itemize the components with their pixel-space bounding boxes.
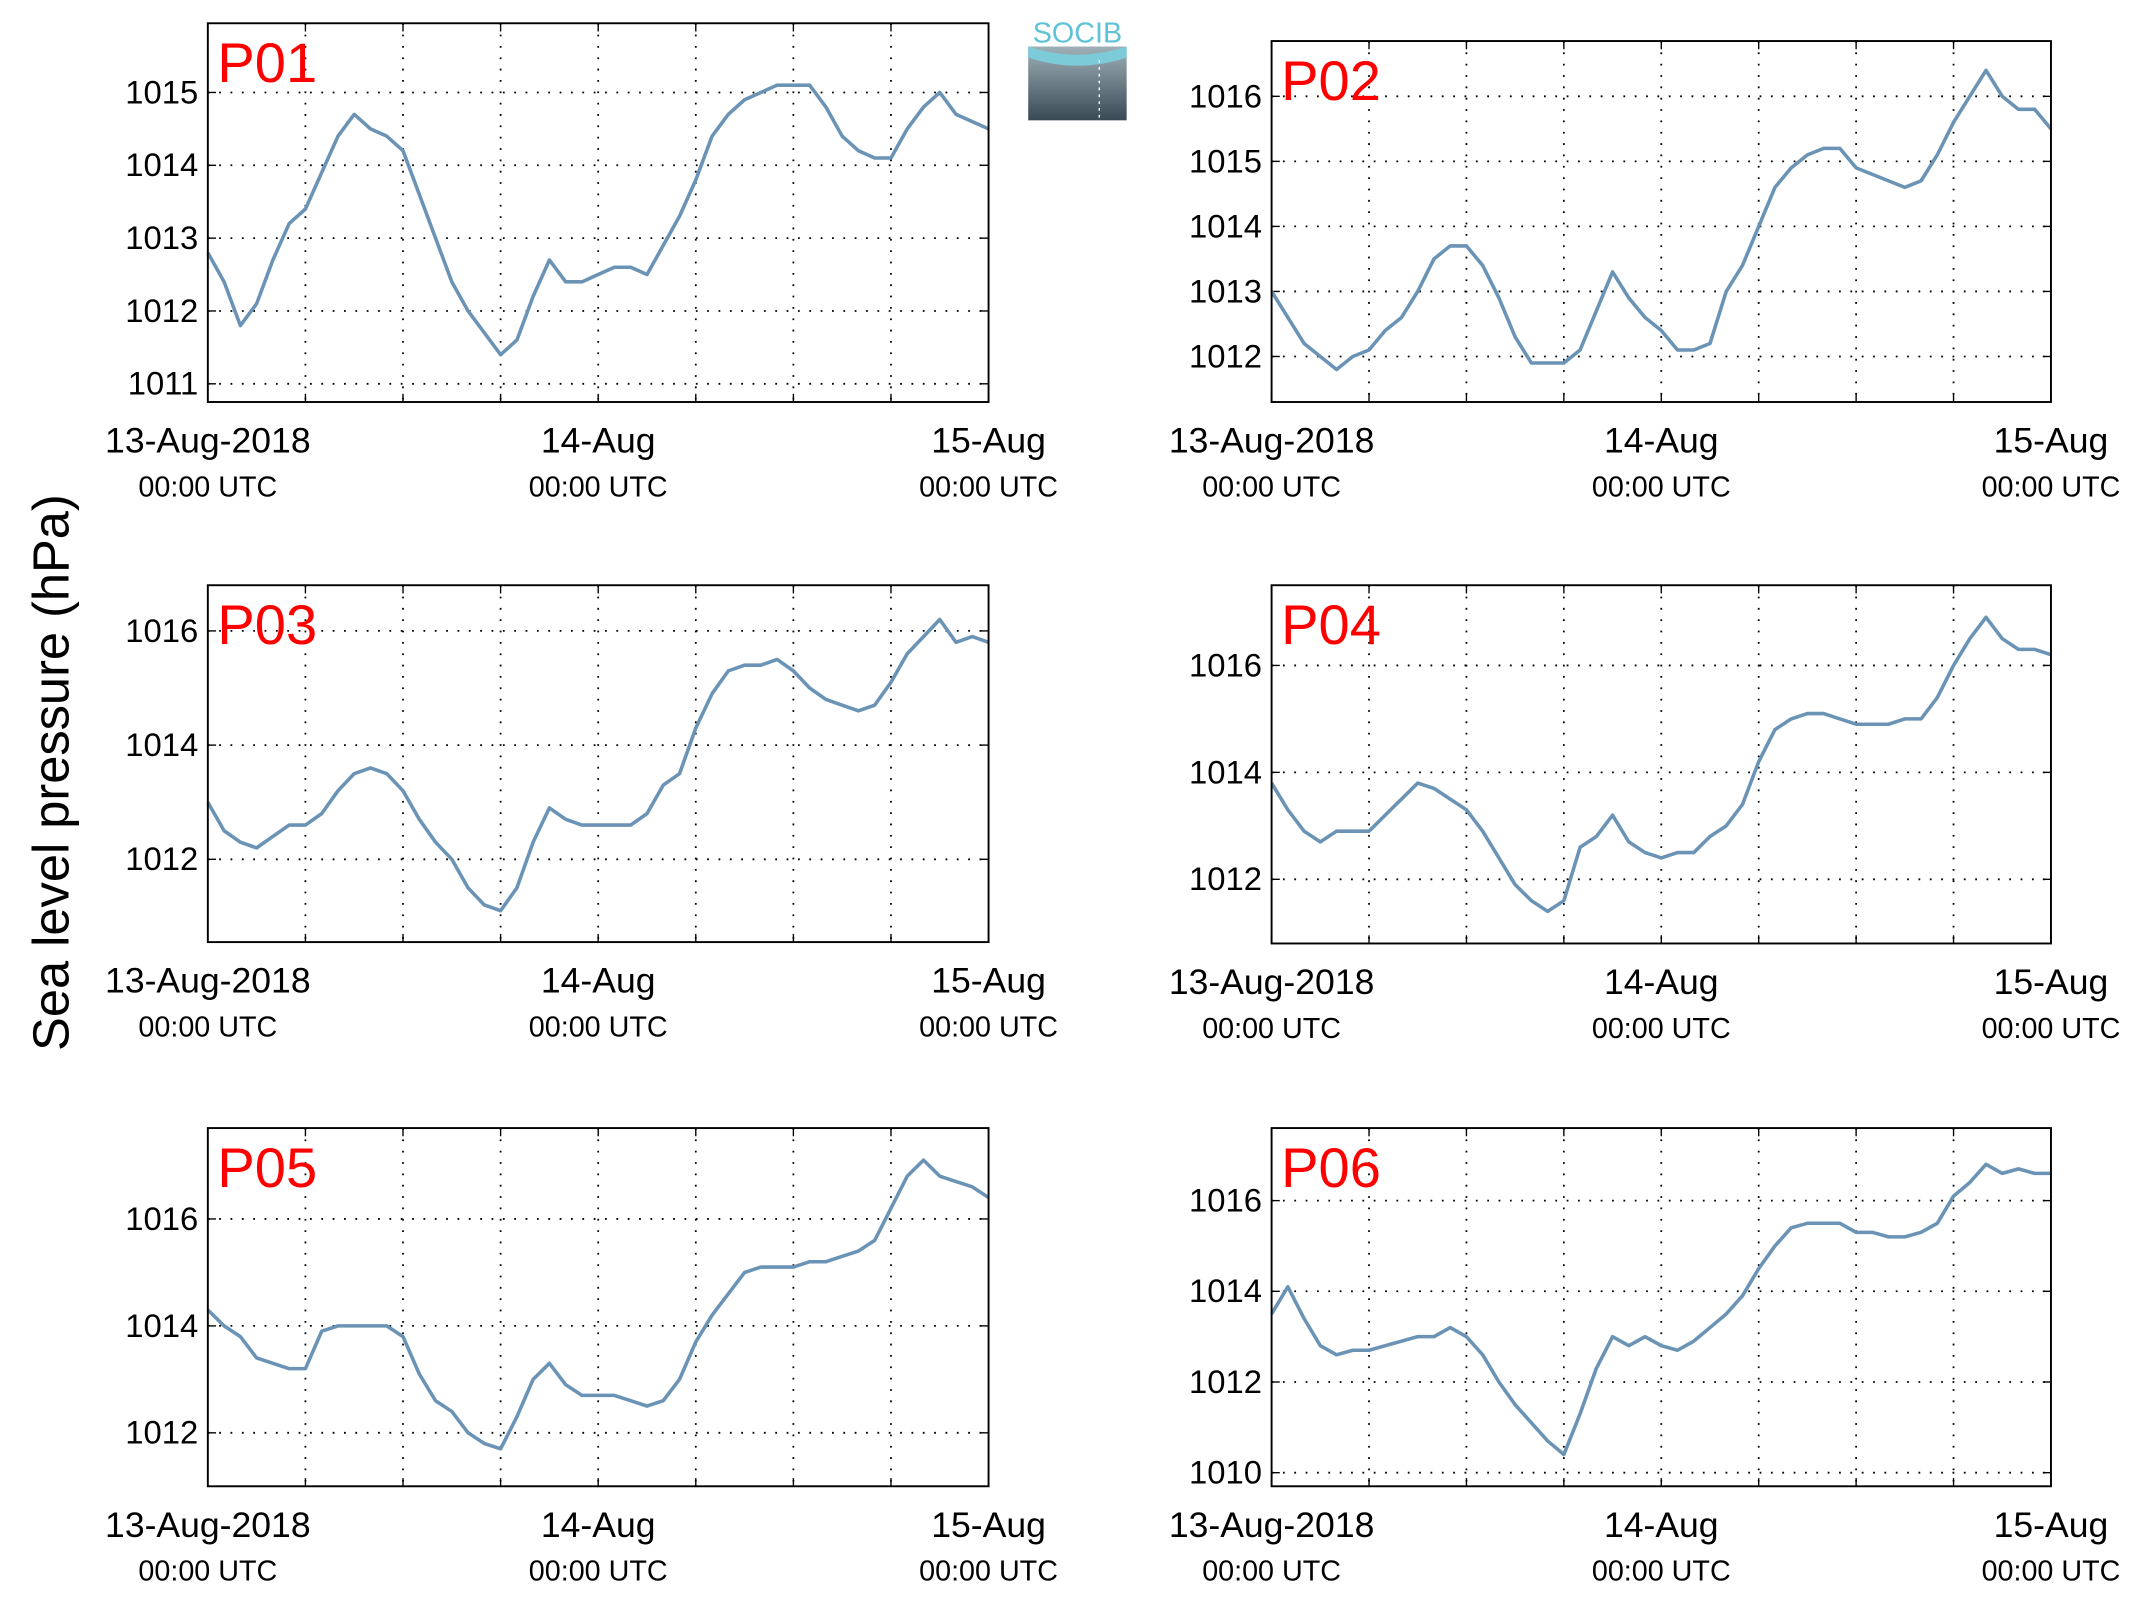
- panel-title: P02: [1281, 49, 1381, 112]
- y-tick-label: 1014: [1189, 1272, 1262, 1309]
- panel: 1010 1012 1014 1016 13-Aug-2018 00:00 UTC 14-A…: [1169, 1127, 2121, 1588]
- y-tick-label: 1012: [1189, 1363, 1262, 1400]
- x-tick-label: 13-Aug-2018: [105, 1505, 311, 1545]
- y-tick-label: 1014: [1189, 753, 1262, 790]
- y-tick-label: 1016: [1189, 646, 1262, 683]
- x-tick-sublabel: 00:00 UTC: [138, 1011, 277, 1043]
- x-tick-sublabel: 00:00 UTC: [1982, 1556, 2121, 1588]
- y-tick-label: 1015: [125, 73, 198, 110]
- x-tick-sublabel: 00:00 UTC: [138, 471, 277, 503]
- y-tick-label: 1016: [1189, 77, 1262, 114]
- y-tick-label: 1014: [125, 726, 198, 763]
- x-tick-label: 15-Aug: [931, 421, 1046, 461]
- x-tick-label: 14-Aug: [1604, 962, 1719, 1002]
- y-tick-label: 1012: [125, 1414, 198, 1451]
- y-tick-label: 1010: [1189, 1454, 1262, 1491]
- pressure-line: [206, 617, 990, 913]
- x-tick-sublabel: 00:00 UTC: [1202, 1013, 1341, 1045]
- panel: 1012 1014 1016 13-Aug-2018 00:00 UTC 14-Aug 00…: [1169, 584, 2121, 1045]
- y-tick-label: 1011: [128, 365, 199, 402]
- x-tick-label: 15-Aug: [1994, 421, 2109, 461]
- y-tick-label: 1016: [125, 612, 198, 649]
- logo: SOCIB: [1028, 17, 1127, 121]
- x-tick-label: 14-Aug: [541, 961, 656, 1001]
- x-tick-label: 13-Aug-2018: [1169, 1505, 1375, 1545]
- x-tick-sublabel: 00:00 UTC: [1592, 1556, 1731, 1588]
- x-tick-label: 14-Aug: [541, 1505, 656, 1545]
- y-tick-label: 1014: [1189, 207, 1262, 244]
- logo-text: SOCIB: [1033, 17, 1122, 49]
- panel: 1011 1012 1013 1014 1015 13-Aug-2018 00:00 UTC…: [105, 22, 1058, 503]
- x-tick-sublabel: 00:00 UTC: [529, 471, 668, 503]
- y-tick-label: 1012: [125, 840, 198, 877]
- plot-frame: [1270, 1127, 2052, 1488]
- pressure-line: [1270, 68, 2053, 372]
- pressure-line: [206, 1158, 990, 1451]
- x-tick-label: 15-Aug: [931, 961, 1046, 1001]
- plot-frame: [1270, 40, 2052, 403]
- y-tick-label: 1013: [125, 219, 198, 256]
- x-tick-sublabel: 00:00 UTC: [919, 1011, 1058, 1043]
- x-tick-label: 15-Aug: [1994, 1505, 2109, 1545]
- x-tick-label: 14-Aug: [1604, 1505, 1719, 1545]
- pressure-line: [1270, 1162, 2051, 1457]
- x-tick-sublabel: 00:00 UTC: [1982, 1013, 2121, 1045]
- x-tick-label: 15-Aug: [931, 1505, 1046, 1545]
- x-tick-sublabel: 00:00 UTC: [1982, 471, 2121, 503]
- panel: 1012 1013 1014 1015 1016 13-Aug-2018 00:00 UTC…: [1169, 40, 2121, 503]
- y-tick-label: 1014: [125, 1307, 198, 1344]
- x-tick-sublabel: 00:00 UTC: [529, 1556, 668, 1588]
- x-tick-sublabel: 00:00 UTC: [1202, 471, 1341, 503]
- panel: 1012 1014 1016 13-Aug-2018 00:00 UTC 14-Aug 00…: [105, 1127, 1058, 1588]
- x-tick-label: 13-Aug-2018: [1169, 421, 1375, 461]
- y-tick-label: 1012: [1189, 860, 1262, 897]
- x-tick-label: 13-Aug-2018: [105, 421, 311, 461]
- panel-title: P05: [217, 1136, 317, 1199]
- y-tick-label: 1015: [1189, 142, 1262, 179]
- x-tick-sublabel: 00:00 UTC: [1592, 1013, 1731, 1045]
- pressure-line: [1270, 615, 2052, 914]
- x-tick-sublabel: 00:00 UTC: [919, 471, 1058, 503]
- x-tick-label: 13-Aug-2018: [105, 961, 311, 1001]
- x-tick-sublabel: 00:00 UTC: [529, 1011, 668, 1043]
- plot-frame: [1270, 584, 2052, 945]
- x-tick-label: 14-Aug: [1604, 421, 1719, 461]
- panel-title: P01: [217, 31, 317, 94]
- y-tick-label: 1012: [1189, 337, 1262, 374]
- panel-title: P06: [1281, 1136, 1381, 1199]
- y-tick-label: 1012: [125, 292, 198, 329]
- pressure-line: [206, 83, 990, 357]
- y-tick-label: 1016: [1189, 1182, 1262, 1219]
- y-tick-label: 1013: [1189, 272, 1262, 309]
- x-tick-sublabel: 00:00 UTC: [138, 1556, 277, 1588]
- plot-frame: [206, 22, 990, 403]
- y-tick-label: 1016: [125, 1200, 198, 1237]
- plot-frame: [206, 584, 990, 944]
- x-tick-label: 15-Aug: [1994, 962, 2109, 1002]
- panel: 1012 1014 1016 13-Aug-2018 00:00 UTC 14-Aug 00…: [105, 584, 1058, 1043]
- y-tick-label: 1014: [125, 146, 198, 183]
- x-tick-label: 14-Aug: [541, 421, 656, 461]
- x-tick-label: 13-Aug-2018: [1169, 962, 1375, 1002]
- x-tick-sublabel: 00:00 UTC: [919, 1556, 1058, 1588]
- plot-frame: [206, 1127, 990, 1488]
- x-tick-sublabel: 00:00 UTC: [1592, 471, 1731, 503]
- logo-wave: [1028, 46, 1127, 66]
- x-tick-sublabel: 00:00 UTC: [1202, 1556, 1341, 1588]
- y-axis-label: Sea level pressure (hPa): [22, 494, 79, 1051]
- panel-title: P03: [217, 593, 317, 656]
- panel-title: P04: [1281, 593, 1381, 656]
